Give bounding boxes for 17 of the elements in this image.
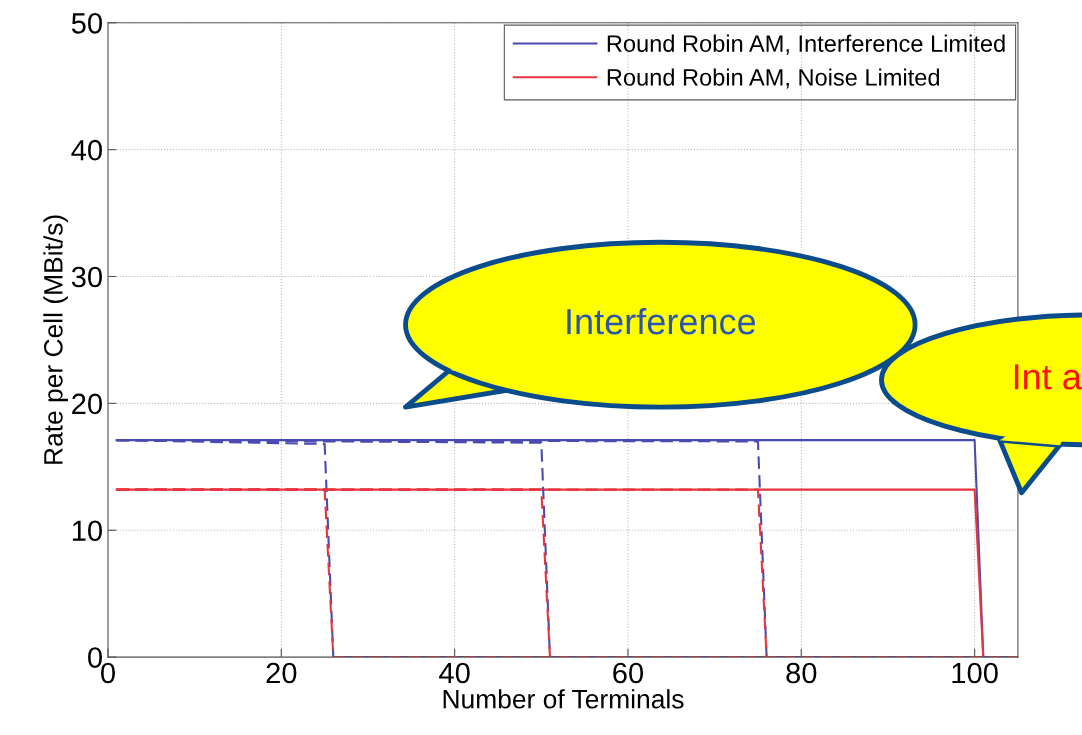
y-tick-label: 40 — [71, 139, 102, 161]
annotation: Interference — [567, 307, 756, 335]
x-tick-label: 20 — [266, 662, 297, 684]
y-tick-label: 30 — [71, 266, 102, 288]
x-tick-label: 60 — [613, 662, 644, 684]
legend-label: Round Robin AM, Noise Limited — [607, 68, 940, 89]
y-tick-label: 0 — [88, 647, 102, 668]
annotation: Int a — [1014, 364, 1082, 390]
legend-label: Round Robin AM, Interference Limited — [607, 34, 1005, 55]
x-tick-label: 80 — [786, 662, 817, 684]
x-tick-label: 100 — [952, 662, 998, 684]
y-tick-label: 10 — [72, 520, 102, 542]
x-axis-title: Number of Terminals — [443, 689, 684, 709]
y-tick-label: 20 — [72, 393, 102, 415]
y-axis-title: Rate per Cell (MBit/s) — [43, 215, 68, 464]
x-tick-label: 40 — [439, 662, 470, 684]
y-tick-label: 50 — [71, 12, 102, 34]
